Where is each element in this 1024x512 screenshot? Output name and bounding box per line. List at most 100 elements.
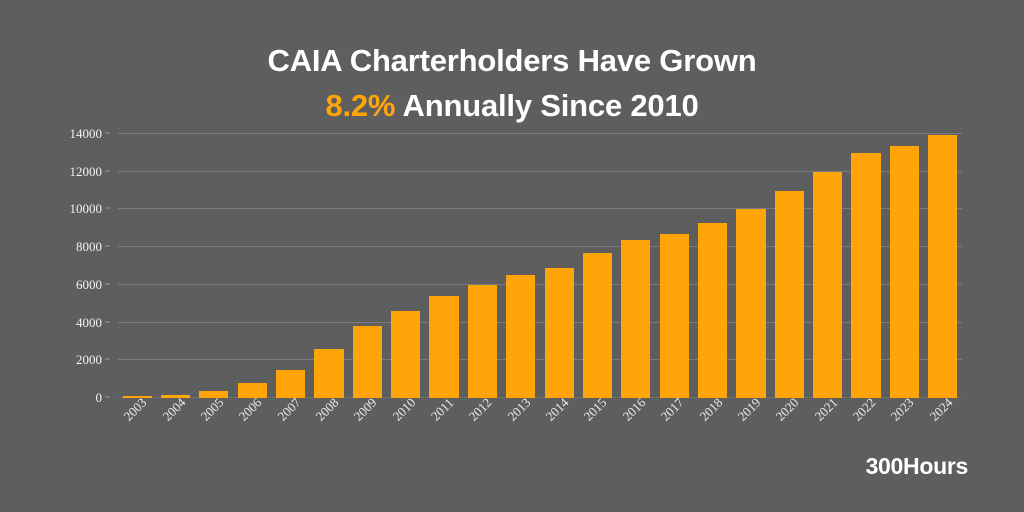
bar-slot: [808, 134, 846, 398]
x-slot: 2012: [463, 395, 501, 450]
bar-2009[interactable]: [352, 326, 382, 398]
gridlines: [118, 133, 962, 398]
y-tick-label-2000: 2000: [76, 352, 102, 368]
x-tick-label-2012: 2012: [465, 394, 495, 424]
x-tick-label-2024: 2024: [926, 394, 956, 424]
bar-2022[interactable]: [851, 152, 881, 398]
bar-2006[interactable]: [237, 383, 267, 398]
bar-slot: [578, 134, 616, 398]
bar-2015[interactable]: [582, 252, 613, 398]
y-tick-label-14000: 14000: [69, 126, 103, 141]
bar-slot: [924, 134, 962, 398]
bar-slot: [502, 134, 540, 398]
bar-2021[interactable]: [813, 171, 843, 398]
bar-series: [118, 134, 962, 398]
x-tick-label-2022: 2022: [849, 394, 879, 424]
bar-slot: [425, 134, 463, 398]
x-tick-label-2023: 2023: [887, 394, 917, 424]
bar-2008[interactable]: [314, 348, 344, 398]
bar-slot: [271, 134, 309, 398]
chart-title-line-2-rest: Annually Since 2010: [395, 88, 699, 123]
bar-2011[interactable]: [429, 296, 459, 398]
bar-slot: [617, 134, 655, 398]
bar-slot: [732, 134, 770, 398]
gridline-8000: [118, 246, 962, 248]
x-axis: 2003 2004 2005 2006 2007 2008 2009 2010 2011 2012…: [118, 395, 962, 450]
bar-slot: [693, 134, 731, 398]
bar-slot: [847, 134, 885, 398]
x-tick-label-2013: 2013: [504, 394, 534, 424]
plot-area: [118, 133, 962, 398]
bar-slot: [195, 134, 233, 398]
bar-2024[interactable]: [928, 134, 958, 398]
bar-2014[interactable]: [544, 267, 574, 398]
x-slot: 2013: [502, 395, 540, 450]
x-tick-label-2009: 2009: [350, 394, 380, 424]
x-tick-label-2014: 2014: [542, 394, 572, 424]
y-tick-label-4000: 4000: [76, 314, 102, 330]
bar-2018[interactable]: [698, 222, 728, 398]
x-tick-label-2006: 2006: [235, 394, 265, 424]
y-tick-mark-2000: [105, 358, 110, 360]
bar-2003[interactable]: [122, 396, 152, 398]
x-tick-label-2004: 2004: [159, 394, 189, 424]
bar-slot: [885, 134, 923, 398]
y-tick-mark-12000: [105, 170, 110, 172]
gridline-4000: [118, 321, 962, 323]
bar-slot: [463, 134, 501, 398]
gridline-6000: [118, 283, 962, 285]
bar-2023[interactable]: [889, 146, 919, 398]
x-slot: 2015: [578, 395, 616, 450]
bar-slot: [233, 134, 271, 398]
bar-2019[interactable]: [736, 209, 766, 398]
bar-slot: [387, 134, 425, 398]
gridline-2000: [118, 359, 962, 361]
x-slot: 2009: [348, 395, 386, 450]
brand-logo: 300Hours: [865, 453, 969, 479]
bar-slot: [655, 134, 693, 398]
x-tick-label-2017: 2017: [657, 394, 687, 424]
bar-2010[interactable]: [391, 311, 421, 398]
x-slot: 2004: [156, 395, 194, 450]
bar-slot: [156, 134, 194, 398]
y-tick-mark-10000: [105, 207, 110, 209]
bar-2020[interactable]: [774, 190, 804, 398]
x-tick-label-2008: 2008: [312, 394, 342, 424]
bar-2016[interactable]: [621, 239, 651, 398]
bar-slot: [540, 134, 578, 398]
gridline-10000: [118, 208, 962, 210]
x-slot: 2024: [924, 395, 962, 450]
chart-title: CAIA Charterholders Have Grown 8.2% Annu…: [0, 38, 1024, 128]
bar-2013[interactable]: [506, 275, 536, 398]
bar-2004[interactable]: [160, 394, 191, 398]
x-slot: 2005: [195, 395, 233, 450]
bar-2007[interactable]: [276, 369, 306, 398]
y-tick-mark-6000: [105, 283, 110, 285]
x-slot: 2021: [808, 395, 846, 450]
x-slot: 2016: [617, 395, 655, 450]
x-tick-label-2016: 2016: [619, 394, 649, 424]
bar-slot: [770, 134, 808, 398]
gridline-14000: [118, 133, 962, 134]
bar-slot: [118, 134, 156, 398]
x-slot: 2020: [770, 395, 808, 450]
bar-2012[interactable]: [467, 284, 497, 398]
x-tick-label-2007: 2007: [274, 394, 304, 424]
x-tick-label-2018: 2018: [696, 394, 726, 424]
chart-title-line-1: CAIA Charterholders Have Grown: [267, 43, 757, 78]
x-slot: 2014: [540, 395, 578, 450]
x-slot: 2007: [271, 395, 309, 450]
chart-title-line-2: 8.2% Annually Since 2010: [0, 83, 1024, 128]
x-tick-label-2005: 2005: [197, 394, 227, 424]
x-slot: 2023: [885, 395, 923, 450]
bar-slot: [348, 134, 386, 398]
bar-2017[interactable]: [659, 233, 689, 398]
chart-title-growth-rate: 8.2%: [325, 88, 396, 123]
gridline-12000: [118, 170, 962, 172]
y-tick-mark-14000: [105, 132, 110, 134]
bar-2005[interactable]: [199, 390, 229, 398]
x-slot: 2003: [118, 395, 156, 450]
y-tick-label-0: 0: [95, 390, 103, 405]
x-slot: 2006: [233, 395, 271, 450]
